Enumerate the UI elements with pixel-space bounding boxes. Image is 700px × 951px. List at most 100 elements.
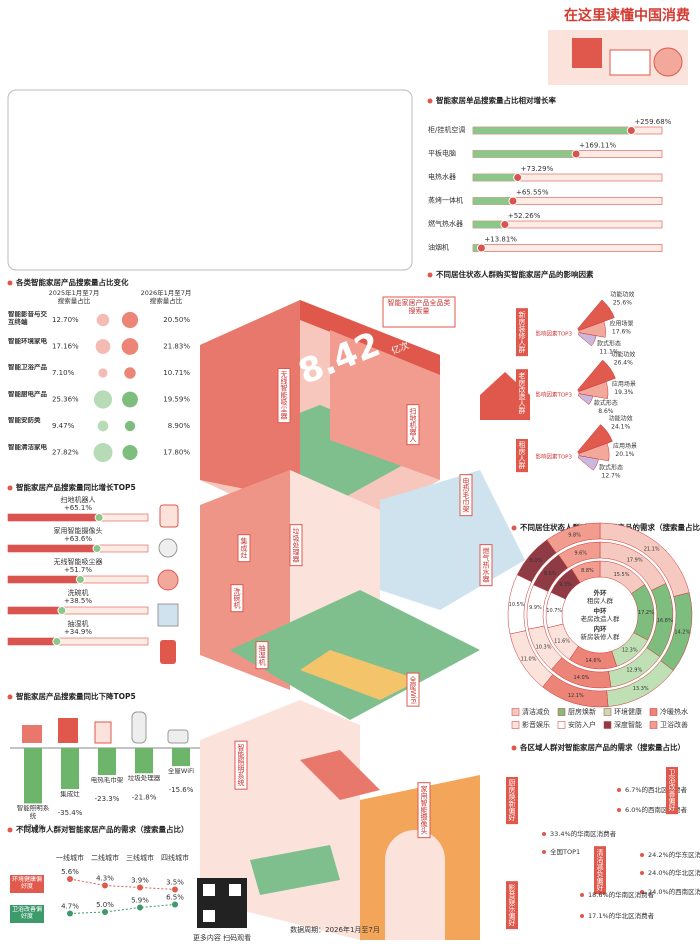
bar-marker <box>52 637 62 646</box>
header-title: 在这里读懂中国消费 <box>564 7 690 24</box>
qr-caption: 更多内容 扫码观看 <box>193 933 251 942</box>
product-label: 智能照明系统 <box>237 743 245 787</box>
header-icon <box>572 38 602 68</box>
region-pin <box>617 808 621 812</box>
value-label: 4.7% <box>61 903 79 911</box>
category-label-box: 智能厨电产品 <box>8 390 47 398</box>
category-label: 智能卫浴产品 <box>8 364 47 371</box>
value-label: +13.81% <box>484 236 517 244</box>
value-label: 3.5% <box>166 879 184 887</box>
title-bullet <box>7 694 13 700</box>
label-box <box>479 544 493 587</box>
point <box>137 884 143 891</box>
label-box <box>594 846 606 895</box>
category-label: 智能影音与交互终端 <box>8 311 47 326</box>
qr-code <box>203 910 215 922</box>
value-label: 17.80% <box>163 449 190 457</box>
value-label: 11.1% <box>599 348 618 355</box>
donut-segment <box>558 541 601 569</box>
bar-label-box: 智能照明系统 <box>17 805 50 820</box>
bubble <box>92 441 114 464</box>
wedge-label: 功能功效 <box>609 415 633 423</box>
value-label: 15.5% <box>614 572 630 578</box>
value-label: 11.0% <box>521 657 537 663</box>
value-label: 25.6% <box>613 299 632 306</box>
value-label: 17.16% <box>52 343 79 351</box>
value-label: 12.7% <box>602 472 621 479</box>
bar <box>172 748 190 767</box>
product-label: 抽湿机 <box>258 644 266 667</box>
value-label: +38.5% <box>64 597 92 605</box>
bar-label: 洗碗机 <box>68 588 89 597</box>
legend-label: 卫浴改善 <box>660 720 688 729</box>
chart-title: 智能家居单品搜索量占比相对增长率 <box>436 95 556 105</box>
value-label: 19.3% <box>614 389 633 396</box>
wedge-label: 应用场景 <box>613 442 637 450</box>
legend-swatch <box>557 721 566 729</box>
category-label: 智能厨电产品 <box>8 390 47 398</box>
x-tick-label: 三线城市 <box>126 853 154 862</box>
label-box <box>255 641 269 670</box>
category-label-box: 智能卫浴产品 <box>8 364 47 371</box>
x-tick-label: 四线城市 <box>161 853 189 862</box>
subtitle: 影响因素TOP3 <box>535 330 572 338</box>
bar-marker <box>57 606 67 615</box>
label-box <box>506 881 518 930</box>
bar-label-box: 电热毛巾架 <box>91 777 124 784</box>
value-label: 26.4% <box>614 360 633 367</box>
x-tick-label: 一线城市 <box>56 853 84 862</box>
value-label: 8.0% <box>530 558 543 564</box>
value-label: 5.6% <box>61 868 79 876</box>
product-icon <box>157 603 179 627</box>
chart-title: 各类智能家居产品搜索量占比变化 <box>15 277 129 287</box>
bar <box>473 197 513 205</box>
legend-label: 2025年1月至7月搜索量占比 <box>48 290 100 305</box>
value-label: 10.3% <box>536 645 552 651</box>
series-box <box>10 875 44 893</box>
series-line <box>69 878 176 890</box>
product-label: 垃圾处理器 <box>292 527 300 564</box>
label-box <box>237 534 251 563</box>
legend-swatch <box>649 708 658 716</box>
value-label: 12.70% <box>52 316 79 324</box>
bubble <box>120 337 140 356</box>
value-label: 12.1% <box>568 693 584 699</box>
bar <box>24 748 42 804</box>
region-entry: 6.0%的西南区消费者 <box>625 805 688 814</box>
bar-label: 蒸烤一体机 <box>428 196 463 205</box>
bar-label-box: 集成灶 <box>60 791 80 798</box>
product-icon <box>167 729 189 744</box>
wedge-label: 功能功效 <box>611 351 635 359</box>
chart-title: 智能家居产品搜索量同比增长TOP5 <box>16 482 136 492</box>
bar-label: 家用智能摄像头 <box>54 526 103 535</box>
value-label: 14.2% <box>674 629 690 635</box>
point <box>172 901 178 908</box>
point <box>172 886 178 893</box>
subtitle: 影响因素TOP3 <box>535 453 572 461</box>
illustration <box>200 300 525 940</box>
donut-segment <box>571 560 601 584</box>
bar <box>98 748 116 776</box>
value-label: -15.6% <box>169 786 194 794</box>
title-bullet <box>7 827 13 833</box>
group-label: 老房改造人群 <box>518 371 526 415</box>
category-label: 智能环境家电 <box>8 337 47 345</box>
legend-label: 冷暖热水 <box>660 707 688 716</box>
legend-label-box: 卫浴改善偏好度 <box>12 906 42 920</box>
legend-swatch <box>557 708 566 716</box>
wedge-label: 款式形态 <box>599 463 623 471</box>
series-line <box>69 904 176 914</box>
x-tick-label: 二线城市 <box>91 853 119 862</box>
value-label: 17.9% <box>627 558 643 564</box>
legend-label-box: 2025年1月至7月搜索量占比 <box>48 290 100 305</box>
value-label: 9.6% <box>574 550 587 556</box>
legend-label: 清洁减负 <box>522 707 550 716</box>
value-label: 19.59% <box>163 396 190 404</box>
category-label-box: 智能环境家电 <box>8 337 47 345</box>
value-label: 12.9% <box>626 668 642 674</box>
bar-label: 垃圾处理器 <box>127 775 161 783</box>
value-label: 10.5% <box>509 602 525 608</box>
value-label: 12.3% <box>622 648 638 654</box>
section-title: 各区域人群对智能家居产品的需求（搜索量占比） <box>519 742 685 752</box>
product-icon <box>157 569 179 591</box>
